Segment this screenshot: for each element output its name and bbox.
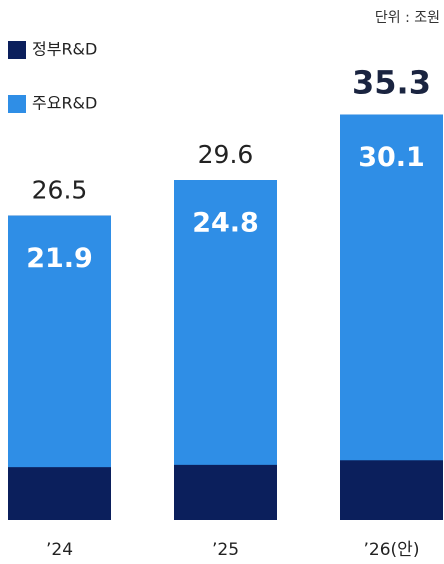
total-label: 29.6 xyxy=(198,140,254,169)
total-label: 26.5 xyxy=(32,176,88,205)
legend-swatch xyxy=(8,95,26,113)
legend-swatch xyxy=(8,41,26,59)
legend-label: 정부R&D xyxy=(32,40,97,59)
bar xyxy=(340,114,443,461)
value-label: 21.9 xyxy=(26,243,93,274)
total-label: 35.3 xyxy=(352,64,431,102)
value-label: 24.8 xyxy=(192,208,259,239)
legend-label: 주요R&D xyxy=(32,94,97,113)
x-tick-label: ’25 xyxy=(212,540,239,560)
x-tick-label: ’24 xyxy=(46,540,73,560)
value-label: 30.1 xyxy=(358,142,425,173)
bar xyxy=(8,215,111,468)
x-tick-label: ’26(안) xyxy=(364,540,420,560)
unit-label: 단위 : 조원 xyxy=(375,10,440,26)
bar xyxy=(174,180,277,465)
